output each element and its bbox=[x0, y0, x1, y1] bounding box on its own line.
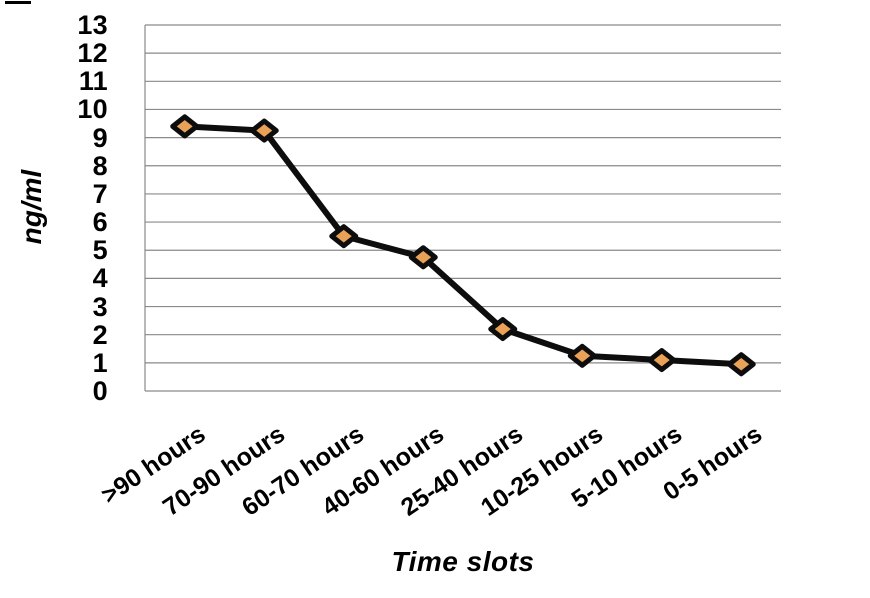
x-axis-title: Time slots bbox=[391, 546, 535, 577]
y-tick-label: 6 bbox=[92, 207, 108, 238]
data-point-marker bbox=[249, 118, 279, 143]
y-tick-label: 10 bbox=[77, 94, 108, 125]
y-tick-label: 0 bbox=[92, 376, 108, 406]
data-point-marker bbox=[488, 317, 518, 342]
y-tick-label: 7 bbox=[92, 178, 108, 209]
data-point-marker bbox=[329, 224, 359, 249]
y-tick-label: 8 bbox=[92, 150, 108, 181]
y-tick-label: 12 bbox=[77, 38, 108, 69]
data-line bbox=[181, 123, 745, 368]
y-tick-label: 3 bbox=[92, 291, 108, 322]
y-tick-label: 5 bbox=[92, 235, 108, 266]
data-point-marker bbox=[726, 352, 756, 377]
y-tick-label: 9 bbox=[92, 122, 108, 153]
y-tick-label: 4 bbox=[92, 263, 108, 294]
top-left-dash-artifact bbox=[5, 1, 31, 4]
y-tick-label: 1 bbox=[92, 347, 108, 378]
data-point-marker bbox=[567, 343, 597, 368]
data-point-marker bbox=[647, 348, 677, 373]
data-point-marker bbox=[408, 245, 438, 270]
y-tick-label: 13 bbox=[77, 10, 108, 40]
data-point-marker bbox=[170, 114, 200, 139]
y-tick-label: 2 bbox=[92, 319, 108, 350]
y-tick-label: 11 bbox=[78, 66, 108, 97]
